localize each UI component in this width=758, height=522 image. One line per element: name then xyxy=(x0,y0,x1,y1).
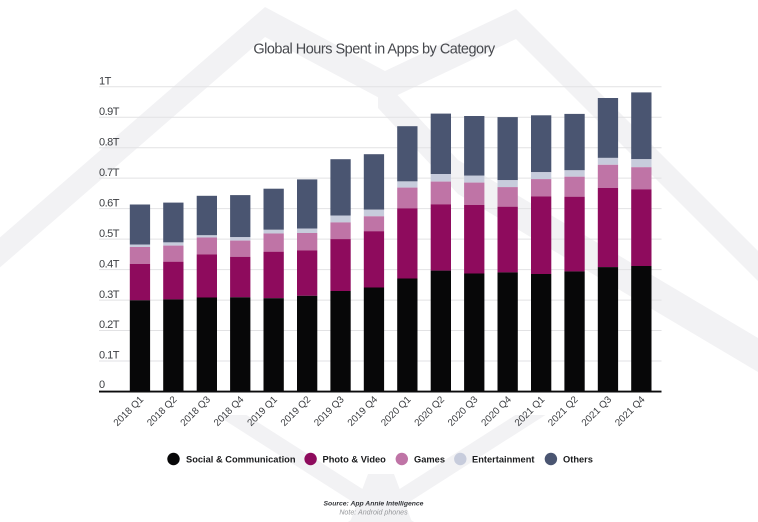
svg-text:Global Hours Spent in Apps by: Global Hours Spent in Apps by Category xyxy=(253,41,496,57)
svg-text:Entertainment: Entertainment xyxy=(472,455,535,465)
svg-text:Source: App Annie Intelligence: Source: App Annie Intelligence xyxy=(324,501,424,508)
svg-text:0: 0 xyxy=(99,379,105,391)
svg-text:0.1T: 0.1T xyxy=(99,350,120,362)
svg-text:0.7T: 0.7T xyxy=(99,167,120,179)
svg-text:0.8T: 0.8T xyxy=(99,136,120,148)
svg-text:0.3T: 0.3T xyxy=(99,289,120,301)
svg-text:0.2T: 0.2T xyxy=(99,319,120,331)
svg-text:Social & Communication: Social & Communication xyxy=(186,455,296,465)
svg-text:0.4T: 0.4T xyxy=(99,258,120,270)
svg-text:Note: Android phones: Note: Android phones xyxy=(339,509,408,517)
svg-text:1T: 1T xyxy=(99,75,112,87)
svg-text:0.9T: 0.9T xyxy=(99,106,120,118)
svg-text:0.5T: 0.5T xyxy=(99,228,120,240)
svg-text:Games: Games xyxy=(414,455,445,465)
svg-text:Others: Others xyxy=(563,455,593,465)
svg-text:Photo & Video: Photo & Video xyxy=(323,455,387,465)
svg-text:0.6T: 0.6T xyxy=(99,197,120,209)
